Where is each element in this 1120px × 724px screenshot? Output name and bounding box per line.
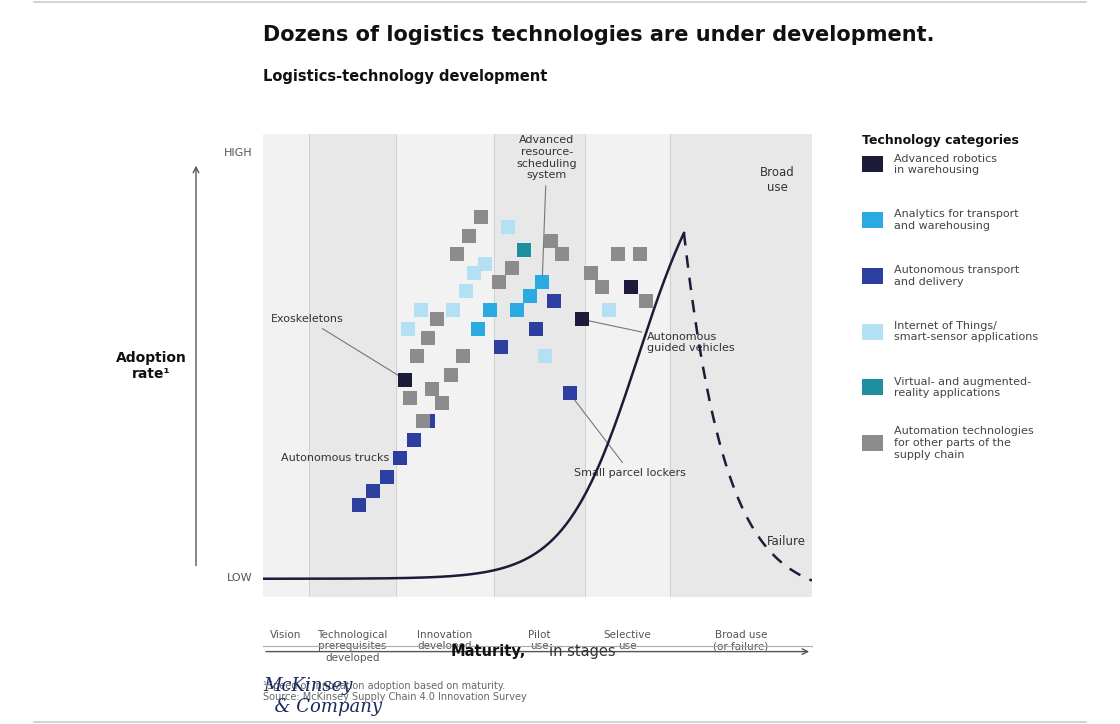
Point bbox=[396, 374, 414, 385]
Point bbox=[441, 369, 459, 381]
Point bbox=[457, 286, 475, 298]
Point bbox=[500, 221, 517, 232]
Point bbox=[581, 267, 599, 279]
Text: Pilot
use: Pilot use bbox=[529, 630, 551, 652]
Text: Exoskeletons: Exoskeletons bbox=[271, 314, 402, 378]
Text: Analytics for transport
and warehousing: Analytics for transport and warehousing bbox=[894, 209, 1018, 231]
Point bbox=[401, 392, 419, 404]
Point bbox=[392, 452, 410, 464]
Text: Autonomous transport
and delivery: Autonomous transport and delivery bbox=[894, 265, 1019, 287]
Text: Failure: Failure bbox=[767, 535, 806, 548]
Point bbox=[515, 244, 533, 256]
Text: ¹Speed of innovation adoption based on maturity.
Source: McKinsey Supply Chain 4: ¹Speed of innovation adoption based on m… bbox=[263, 681, 526, 702]
Point bbox=[542, 235, 560, 246]
Point bbox=[636, 295, 654, 306]
Point bbox=[460, 230, 478, 242]
Point bbox=[592, 281, 610, 292]
Point bbox=[533, 277, 551, 288]
Point bbox=[377, 471, 395, 483]
Text: Dozens of logistics technologies are under development.: Dozens of logistics technologies are und… bbox=[263, 25, 935, 46]
Point bbox=[399, 323, 417, 334]
Point bbox=[408, 350, 426, 362]
Text: HIGH: HIGH bbox=[224, 148, 252, 158]
Text: Adoption
rate¹: Adoption rate¹ bbox=[115, 350, 187, 381]
Text: Autonomous
guided vehicles: Autonomous guided vehicles bbox=[585, 320, 735, 353]
Point bbox=[492, 341, 510, 353]
Point bbox=[508, 304, 526, 316]
Bar bbox=[395, 134, 494, 597]
Text: Virtual- and augmented-
reality applications: Virtual- and augmented- reality applicat… bbox=[894, 376, 1030, 398]
Point bbox=[465, 267, 483, 279]
Point bbox=[448, 248, 466, 260]
Text: in stages: in stages bbox=[549, 644, 615, 659]
Text: Advanced
resource-
scheduling
system: Advanced resource- scheduling system bbox=[516, 135, 577, 279]
Point bbox=[503, 263, 521, 274]
Point bbox=[631, 248, 648, 260]
Point bbox=[419, 332, 437, 344]
Point bbox=[482, 304, 500, 316]
Point bbox=[572, 313, 590, 325]
Bar bbox=[670, 134, 812, 597]
Point bbox=[476, 258, 494, 269]
Point bbox=[364, 485, 382, 497]
Text: Maturity,: Maturity, bbox=[451, 644, 526, 659]
Bar bbox=[494, 134, 585, 597]
Point bbox=[469, 323, 487, 334]
Point bbox=[600, 304, 618, 316]
Text: Autonomous trucks: Autonomous trucks bbox=[281, 453, 398, 463]
Point bbox=[472, 211, 489, 223]
Text: Innovation
developed: Innovation developed bbox=[417, 630, 473, 652]
Point bbox=[414, 416, 432, 427]
Text: Automation technologies
for other parts of the
supply chain: Automation technologies for other parts … bbox=[894, 426, 1034, 460]
Text: Technology categories: Technology categories bbox=[862, 134, 1019, 147]
Point bbox=[545, 295, 563, 306]
Point bbox=[553, 248, 571, 260]
Bar bbox=[263, 134, 309, 597]
Text: Small parcel lockers: Small parcel lockers bbox=[571, 395, 687, 478]
Text: Logistics-technology development: Logistics-technology development bbox=[263, 69, 548, 84]
Point bbox=[411, 304, 429, 316]
Point bbox=[536, 350, 554, 362]
Point bbox=[561, 387, 579, 399]
Text: Broad
use: Broad use bbox=[759, 167, 794, 194]
Point bbox=[526, 323, 544, 334]
Point bbox=[423, 383, 441, 395]
Point bbox=[432, 397, 450, 408]
Point bbox=[351, 499, 368, 510]
Text: Vision: Vision bbox=[270, 630, 301, 640]
Point bbox=[622, 281, 640, 292]
Point bbox=[521, 290, 539, 302]
Point bbox=[445, 304, 463, 316]
Text: LOW: LOW bbox=[226, 573, 252, 584]
Text: McKinsey
  & Company: McKinsey & Company bbox=[263, 677, 382, 716]
Bar bbox=[585, 134, 670, 597]
Point bbox=[454, 350, 472, 362]
Point bbox=[405, 434, 423, 445]
Point bbox=[419, 416, 437, 427]
Text: Internet of Things/
smart-sensor applications: Internet of Things/ smart-sensor applica… bbox=[894, 321, 1038, 342]
Point bbox=[609, 248, 627, 260]
Bar bbox=[309, 134, 395, 597]
Text: Selective
use: Selective use bbox=[604, 630, 652, 652]
Text: Broad use
(or failure): Broad use (or failure) bbox=[713, 630, 768, 652]
Point bbox=[491, 277, 508, 288]
Point bbox=[428, 313, 446, 325]
Text: Advanced robotics
in warehousing: Advanced robotics in warehousing bbox=[894, 153, 997, 175]
Text: Technological
prerequisites
developed: Technological prerequisites developed bbox=[317, 630, 388, 663]
